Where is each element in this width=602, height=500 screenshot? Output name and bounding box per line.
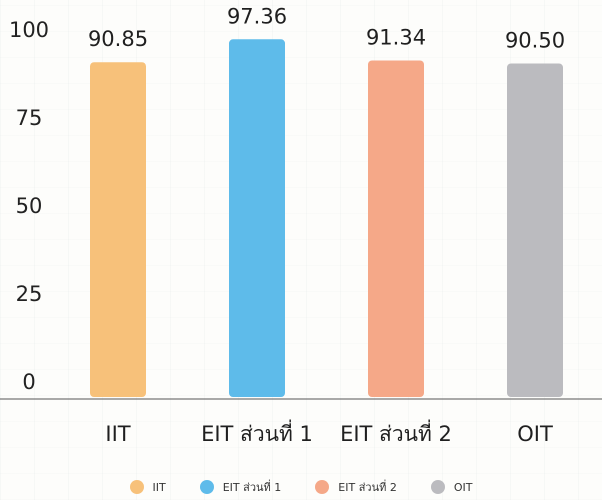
bar-3 [368,60,424,397]
category-labels-group: IIT EIT ส่วนที่ 1 EIT ส่วนที่ 2 OIT [105,419,553,446]
y-tick-label: 100 [9,18,49,42]
value-label-2: 97.36 [227,4,287,28]
bar-4 [507,63,563,397]
category-label-4: OIT [517,422,553,446]
legend-item-3: EIT ส่วนที่ 2 [315,478,397,496]
value-label-1: 90.85 [88,27,148,51]
legend-swatch-2 [199,480,214,494]
category-label-3: EIT ส่วนที่ 2 [340,419,452,446]
y-tick-label: 25 [16,282,43,306]
legend-item-4: OIT [430,480,473,494]
y-tick-label: 50 [16,194,43,218]
legend-label-4: OIT [453,480,473,494]
y-tick-label: 75 [16,106,43,130]
y-axis-ticks: 0 25 50 75 100 [9,18,49,394]
legend-swatch-1 [129,480,144,494]
value-label-3: 91.34 [366,25,426,49]
category-label-1: IIT [105,422,130,446]
bar-2 [229,39,285,398]
bar-1 [90,62,146,397]
legend-item-1: IIT [129,480,166,494]
legend-label-3: EIT ส่วนที่ 2 [338,481,397,494]
y-tick-label: 0 [22,370,35,394]
legend-item-2: EIT ส่วนที่ 1 [199,478,282,496]
value-labels-group: 90.85 97.36 91.34 90.50 [88,4,565,52]
legend: IIT EIT ส่วนที่ 1 EIT ส่วนที่ 2 OIT [0,478,602,496]
legend-swatch-4 [430,480,445,494]
bars-group [90,39,563,398]
value-label-4: 90.50 [505,28,565,52]
legend-label-2: EIT ส่วนที่ 1 [222,481,282,494]
legend-swatch-3 [315,480,330,494]
category-label-2: EIT ส่วนที่ 1 [201,419,313,446]
legend-label-1: IIT [152,480,166,494]
